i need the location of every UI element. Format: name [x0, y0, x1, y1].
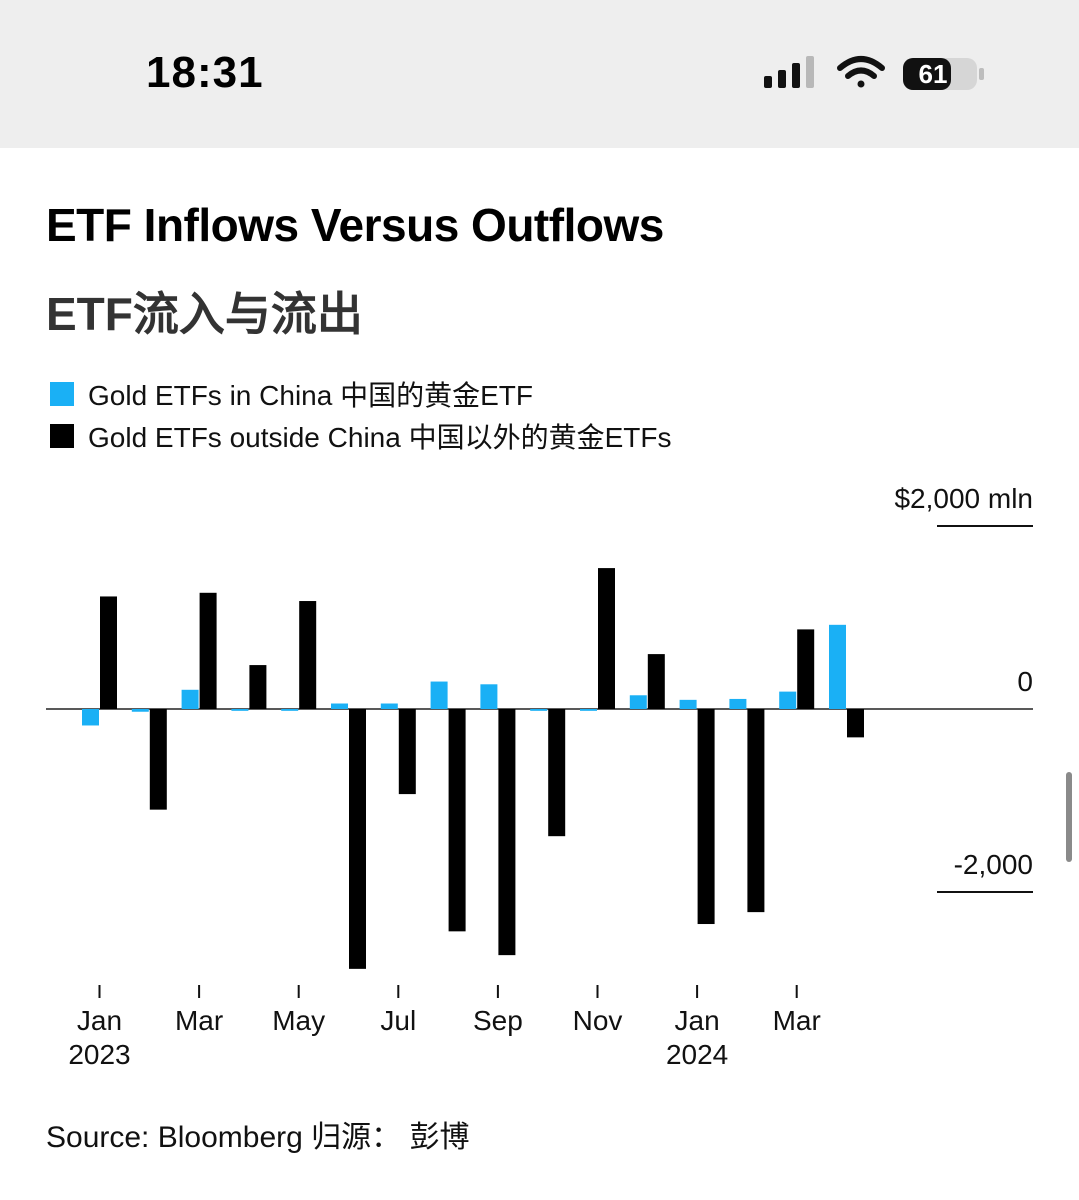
bar-outside [797, 629, 815, 709]
status-icons-svg [764, 56, 984, 90]
chart-title: ETF Inflows Versus Outflows [46, 199, 664, 251]
bar-outside [349, 709, 366, 969]
bar-china [281, 709, 299, 711]
x-tick-label: May [272, 1005, 325, 1036]
legend-item-china: Gold ETFs in China 中国的黄金ETF [50, 373, 671, 415]
chart-subtitle: ETF流入与流出 [46, 288, 363, 340]
legend-swatch-china [50, 382, 74, 406]
status-bar: 18:31 61 [0, 0, 1079, 148]
legend: Gold ETFs in China 中国的黄金ETF Gold ETFs ou… [50, 373, 671, 457]
x-tick-label: Sep [473, 1005, 523, 1036]
bar-outside [847, 709, 864, 738]
battery-level: 61 [918, 59, 948, 89]
x-tick-label: Jan [77, 1005, 122, 1036]
bar-china [729, 698, 747, 709]
cellular-signal-icon [764, 56, 814, 88]
bar-outside [100, 596, 117, 709]
y-tick-label: $2,000 mln [894, 483, 1033, 514]
x-tick-year-label: 2023 [68, 1039, 130, 1070]
bar-outside [747, 709, 765, 913]
bar-china [231, 709, 249, 711]
x-tick-label: Jul [380, 1005, 416, 1036]
bar-outside [498, 709, 516, 956]
bar-china [131, 709, 149, 712]
battery-icon [903, 58, 984, 90]
bar-outside [697, 709, 715, 925]
legend-swatch-outside [50, 424, 74, 448]
bar-china [430, 681, 448, 709]
bar-outside [299, 601, 317, 709]
x-tick-label: Jan [675, 1005, 720, 1036]
bar-outside [598, 568, 615, 709]
legend-label-china: Gold ETFs in China 中国的黄金ETF [88, 380, 533, 411]
x-tick-label: Nov [573, 1005, 623, 1036]
bar-china [331, 703, 348, 709]
bar-outside [548, 709, 566, 837]
y-tick-label: -2,000 [954, 849, 1033, 880]
bar-outside [647, 654, 665, 709]
bar-china [779, 691, 797, 709]
status-icons: 61 [764, 52, 989, 96]
y-tick-label: 0 [1017, 666, 1033, 697]
x-tick-label: Mar [175, 1005, 223, 1036]
bar-outside [249, 665, 267, 709]
x-tick-year-label: 2024 [666, 1039, 728, 1070]
legend-label-outside: Gold ETFs outside China 中国以外的黄金ETFs [88, 422, 672, 453]
scroll-indicator[interactable] [1066, 772, 1072, 862]
bar-china [480, 684, 498, 709]
legend-item-outside: Gold ETFs outside China 中国以外的黄金ETFs [50, 415, 671, 457]
wifi-icon [837, 56, 885, 88]
x-tick-label: Mar [773, 1005, 821, 1036]
bar-china [629, 695, 647, 709]
bar-china [679, 699, 697, 709]
bar-china [380, 703, 398, 709]
bar-outside [398, 709, 416, 795]
clock: 18:31 [146, 48, 264, 97]
bar-china [829, 624, 846, 709]
bar-china [181, 689, 199, 709]
bar-outside [199, 592, 217, 709]
source-note: Source: Bloomberg 归源： 彭博 [46, 1121, 470, 1154]
bar-china [82, 709, 99, 726]
bar-china [580, 709, 597, 711]
bar-outside [448, 709, 466, 932]
bar-outside [149, 709, 167, 810]
bar-china [530, 709, 548, 711]
